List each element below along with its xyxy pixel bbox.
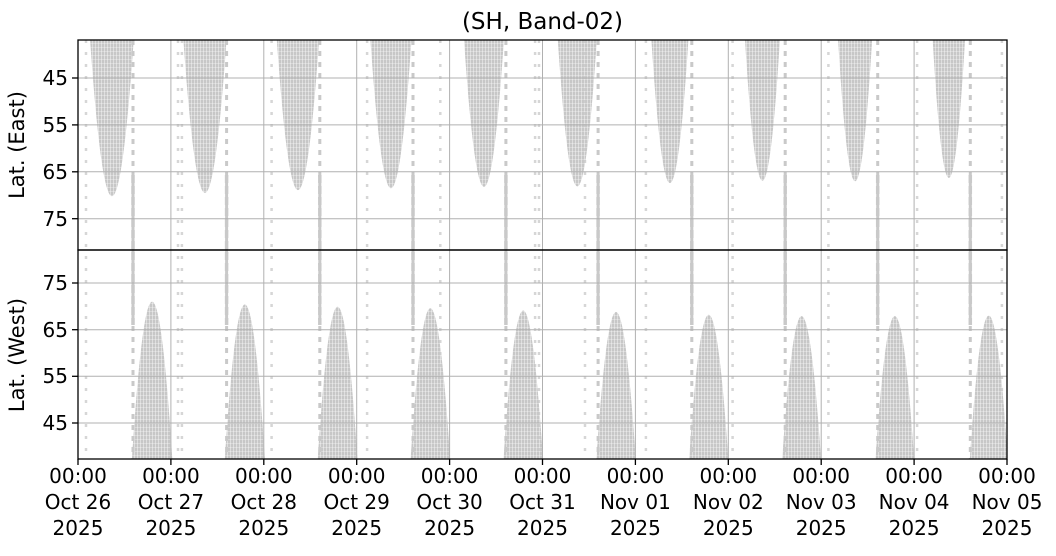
y-tick-label: 65	[42, 159, 68, 184]
east-coverage-blob	[651, 40, 689, 184]
x-tick-time: 00:00	[885, 464, 943, 488]
west-coverage-areas	[131, 301, 1007, 459]
chart-title: (SH, Band-02)	[461, 9, 624, 35]
west-coverage-blob	[224, 304, 265, 459]
x-tick-time: 00:00	[234, 464, 293, 488]
y-tick-label: 75	[42, 271, 68, 295]
x-tick-date: Nov 05	[971, 490, 1043, 514]
x-tick-year: 2025	[424, 516, 476, 540]
x-tick-label: 00:00 Oct 27 2025	[125, 463, 217, 541]
x-tick-date: Oct 29	[323, 490, 390, 514]
y-tick-label: 45	[42, 411, 68, 435]
west-coverage-blob	[782, 316, 821, 459]
x-tick-date: Nov 02	[692, 490, 764, 514]
x-tick-date: Oct 30	[416, 490, 483, 514]
west-coverage-blob	[875, 316, 915, 459]
axes-spines	[72, 39, 1008, 465]
x-tick-label: 00:00 Oct 26 2025	[32, 463, 124, 541]
x-tick-label: 00:00 Oct 28 2025	[218, 463, 310, 541]
x-tick-year: 2025	[331, 516, 383, 540]
y-tick-label: 55	[42, 112, 68, 137]
x-tick-year: 2025	[888, 516, 940, 540]
east-coverage-blob	[370, 40, 412, 189]
x-tick-label: 00:00 Oct 30 2025	[404, 463, 496, 541]
x-tick-time: 00:00	[606, 464, 665, 488]
x-tick-time: 00:00	[699, 464, 758, 488]
east-coverage-areas	[90, 40, 965, 197]
x-tick-year: 2025	[795, 516, 847, 540]
east-coverage-blob	[464, 40, 504, 187]
x-tick-label: 00:00 Nov 05 2025	[961, 463, 1053, 541]
x-tick-time: 00:00	[420, 464, 479, 488]
west-coverage-blob	[317, 306, 358, 459]
east-coverage-blob	[932, 40, 965, 178]
x-tick-date: Oct 27	[137, 490, 205, 514]
x-tick-date: Nov 01	[599, 490, 671, 514]
east-coverage-blob	[557, 40, 597, 187]
x-tick-label: 00:00 Nov 02 2025	[682, 463, 774, 541]
y-tick-label: 75	[42, 206, 68, 231]
x-tick-label: 00:00 Nov 01 2025	[589, 463, 681, 541]
west-coverage-blob	[596, 311, 636, 459]
east-coverage-blob	[745, 40, 780, 181]
y-tick-label: 45	[42, 66, 68, 90]
x-tick-year: 2025	[145, 516, 197, 540]
east-coverage-blob	[183, 40, 227, 193]
x-tick-date: Oct 31	[509, 490, 576, 514]
x-tick-time: 00:00	[792, 464, 850, 488]
x-tick-label: 00:00 Oct 29 2025	[311, 463, 403, 541]
x-tick-label: 00:00 Nov 04 2025	[868, 463, 960, 541]
x-tick-year: 2025	[517, 516, 568, 540]
x-tick-time: 00:00	[978, 464, 1036, 488]
x-tick-date: Oct 28	[230, 490, 297, 514]
x-tick-time: 00:00	[142, 464, 200, 488]
x-tick-time: 00:00	[49, 464, 107, 488]
east-coverage-blob	[90, 40, 134, 197]
y-tick-label: 55	[42, 364, 68, 389]
x-tick-year: 2025	[238, 516, 290, 540]
east-coverage-blob	[838, 40, 873, 182]
west-coverage-blob	[689, 314, 729, 459]
west-coverage-blob	[410, 308, 451, 459]
x-tick-year: 2025	[52, 516, 104, 540]
west-coverage-blob	[503, 310, 543, 459]
x-tick-date: Oct 26	[44, 490, 112, 514]
x-tick-time: 00:00	[513, 464, 572, 488]
x-tick-year: 2025	[609, 516, 661, 540]
x-tick-time: 00:00	[327, 464, 386, 488]
x-tick-year: 2025	[981, 516, 1033, 540]
west-coverage-blob	[131, 301, 173, 459]
x-tick-year: 2025	[702, 516, 754, 540]
x-tick-label: 00:00 Nov 03 2025	[775, 463, 867, 541]
x-tick-date: Nov 03	[785, 490, 857, 514]
east-coverage-blob	[276, 40, 320, 191]
x-tick-date: Nov 04	[878, 490, 950, 514]
x-tick-label: 00:00 Oct 31 2025	[497, 463, 589, 541]
y-tick-label: 65	[42, 317, 68, 342]
